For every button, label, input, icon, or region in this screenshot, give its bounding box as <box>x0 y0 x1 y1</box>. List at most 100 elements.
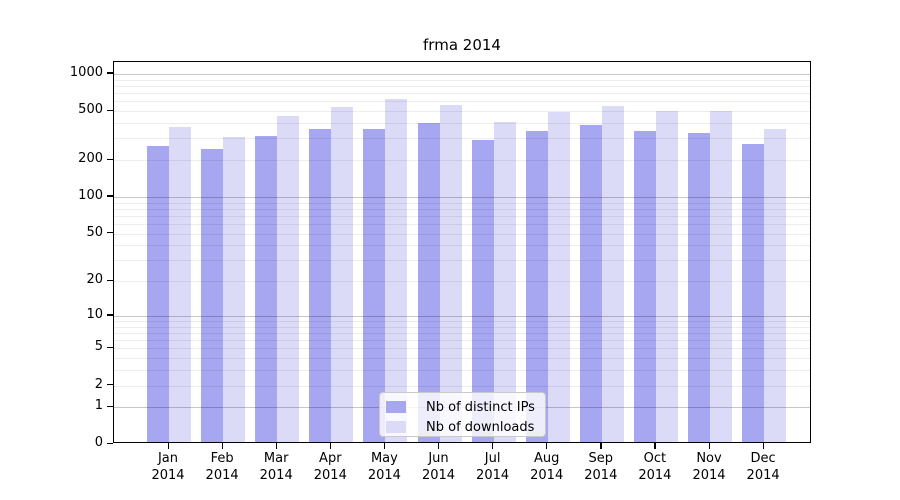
legend-swatch-downloads <box>386 421 406 433</box>
x-tick-mark <box>275 443 277 449</box>
x-tick-year: 2014 <box>313 468 347 483</box>
y-tick-label: 200 <box>78 151 103 167</box>
x-tick-label-apr: Apr 2014 <box>300 450 360 484</box>
x-tick-month: Oct <box>643 451 667 466</box>
y-tick-mark <box>107 384 113 386</box>
legend: Nb of distinct IPs Nb of downloads <box>379 392 546 437</box>
x-tick-label-dec: Dec 2014 <box>733 450 793 484</box>
x-tick-month: Dec <box>750 451 776 466</box>
x-tick-label-feb: Feb 2014 <box>192 450 252 484</box>
legend-label: Nb of downloads <box>426 419 535 435</box>
bar-downloads-dec <box>764 128 787 442</box>
y-tick-mark <box>107 109 113 111</box>
x-tick-mark <box>438 443 440 449</box>
legend-label: Nb of distinct IPs <box>426 399 535 415</box>
legend-row: Nb of distinct IPs <box>380 397 545 417</box>
x-tick-month: Apr <box>319 451 342 466</box>
x-tick-year: 2014 <box>638 468 672 483</box>
x-tick-label-aug: Aug 2014 <box>517 450 577 484</box>
bar-downloads-mar <box>277 115 300 442</box>
y-tick-label: 1 <box>94 398 103 414</box>
y-tick-mark <box>107 232 113 234</box>
x-tick-mark <box>221 443 223 449</box>
bar-distinct-ips-sep <box>579 125 602 442</box>
y-tick-mark <box>107 158 113 160</box>
x-tick-label-jan: Jan 2014 <box>138 450 198 484</box>
x-tick-month: Jan <box>157 451 179 466</box>
bar-distinct-ips-feb <box>201 149 224 442</box>
y-tick-label: 10 <box>86 306 103 322</box>
bar-downloads-apr <box>331 106 354 442</box>
bar-downloads-jun <box>439 104 462 442</box>
x-tick-label-jun: Jun 2014 <box>409 450 469 484</box>
bar-distinct-ips-oct <box>633 130 656 442</box>
x-tick-mark <box>329 443 332 449</box>
x-tick-label-mar: Mar 2014 <box>246 450 306 484</box>
x-tick-label-nov: Nov 2014 <box>679 450 739 484</box>
x-tick-month: Aug <box>533 451 560 466</box>
x-tick-mark <box>383 443 386 449</box>
bar-distinct-ips-jun <box>417 123 440 442</box>
y-tick-label: 100 <box>78 187 103 203</box>
legend-swatch-distinct-ips <box>386 401 406 413</box>
bar-downloads-oct <box>655 111 678 442</box>
x-tick-mark <box>654 443 656 449</box>
y-tick-label: 0 <box>94 435 103 450</box>
x-tick-label-sep: Sep 2014 <box>571 450 631 484</box>
y-tick-label: 20 <box>86 272 103 288</box>
x-tick-year: 2014 <box>692 468 726 483</box>
bar-distinct-ips-nov <box>688 132 710 442</box>
x-tick-month: May <box>370 451 398 466</box>
x-tick-label-jul: Jul 2014 <box>463 450 523 484</box>
y-tick-mark <box>107 195 113 197</box>
x-tick-mark <box>600 443 602 449</box>
legend-row: Nb of downloads <box>380 417 545 437</box>
y-tick-label: 5 <box>94 339 103 355</box>
x-tick-year: 2014 <box>584 468 618 483</box>
x-tick-year: 2014 <box>205 468 239 483</box>
chart-title: frma 2014 <box>423 36 501 54</box>
x-tick-month: Mar <box>263 451 289 466</box>
y-tick-mark <box>107 279 113 281</box>
bar-downloads-may <box>385 98 408 442</box>
x-tick-mark <box>492 443 494 449</box>
x-tick-label-may: May 2014 <box>354 450 414 484</box>
x-tick-year: 2014 <box>151 468 185 483</box>
x-tick-month: Jul <box>484 451 501 466</box>
x-tick-month: Jun <box>428 451 449 466</box>
x-tick-month: Nov <box>696 451 722 466</box>
y-tick-mark <box>107 442 113 444</box>
bar-downloads-jan <box>169 126 191 442</box>
x-tick-year: 2014 <box>259 468 293 483</box>
bar-downloads-jul <box>493 121 516 442</box>
x-tick-month: Sep <box>588 451 614 466</box>
x-tick-mark <box>546 443 548 449</box>
bar-downloads-sep <box>601 105 624 442</box>
bar-downloads-nov <box>710 111 732 442</box>
y-tick-mark <box>107 314 113 316</box>
bar-distinct-ips-dec <box>742 144 765 442</box>
y-tick-mark <box>107 405 113 408</box>
bar-distinct-ips-mar <box>255 135 278 442</box>
bars-layer <box>114 62 810 442</box>
bar-downloads-aug <box>547 111 570 442</box>
x-tick-mark <box>708 443 710 449</box>
bar-downloads-feb <box>223 137 246 442</box>
y-tick-label: 1000 <box>69 64 103 80</box>
bar-distinct-ips-jan <box>147 146 169 442</box>
x-tick-year: 2014 <box>476 468 510 483</box>
bar-distinct-ips-may <box>363 128 386 442</box>
x-tick-month: Feb <box>210 451 234 466</box>
x-tick-year: 2014 <box>367 468 401 483</box>
bar-distinct-ips-apr <box>309 128 332 442</box>
bar-distinct-ips-aug <box>525 131 548 442</box>
x-tick-year: 2014 <box>530 468 564 483</box>
y-tick-label: 50 <box>86 224 103 240</box>
y-tick-label: 500 <box>78 102 103 118</box>
x-tick-year: 2014 <box>746 468 780 483</box>
x-tick-mark <box>762 443 764 449</box>
y-tick-mark <box>107 346 113 349</box>
x-tick-year: 2014 <box>421 468 456 483</box>
plot-area <box>113 61 811 443</box>
